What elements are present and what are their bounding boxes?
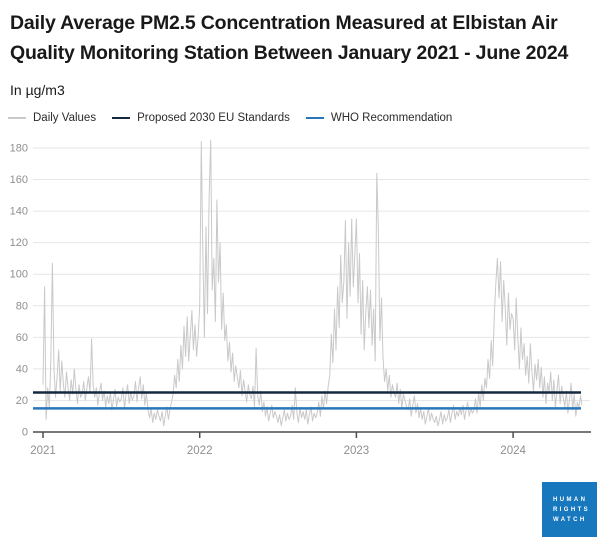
x-axis-tick-label: 2022 xyxy=(187,445,213,457)
chart-plot-area: 0 20 40 60 80 100 120 140 160 180 2021 2022 2023 2024 xyxy=(0,130,601,470)
x-axis-tick-label: 2021 xyxy=(30,445,56,457)
legend-label: Daily Values xyxy=(33,112,97,124)
human-rights-watch-logo: HUMAN RIGHTS WATCH xyxy=(542,482,597,537)
legend-item-daily-values: Daily Values xyxy=(8,112,96,124)
y-axis-tick-label: 0 xyxy=(22,427,28,439)
x-axis-tick-label: 2024 xyxy=(500,445,526,457)
legend-label: Proposed 2030 EU Standards xyxy=(137,112,290,124)
y-axis-tick-label: 180 xyxy=(10,142,28,154)
chart-title: Daily Average PM2.5 Concentration Measur… xyxy=(10,12,569,64)
x-axis-tick-label: 2023 xyxy=(344,445,370,457)
daily-values-series-line xyxy=(42,139,583,427)
daily-values-line-swatch-icon xyxy=(8,117,26,119)
y-axis-tick-label: 60 xyxy=(16,332,28,344)
y-axis-tick-label: 140 xyxy=(10,206,28,218)
y-axis-tick-label: 100 xyxy=(10,269,28,281)
y-axis-tick-label: 160 xyxy=(10,174,28,186)
eu-standards-line-swatch-icon xyxy=(112,117,131,119)
chart-legend: Daily Values Proposed 2030 EU Standards … xyxy=(8,112,452,124)
logo-word: HUMAN xyxy=(553,497,588,503)
legend-label: WHO Recommendation xyxy=(330,112,453,124)
legend-item-who-recommendation: WHO Recommendation xyxy=(305,112,453,124)
y-axis-tick-label: 40 xyxy=(16,363,28,375)
who-recommendation-line-swatch-icon xyxy=(305,117,324,119)
legend-item-eu-standards: Proposed 2030 EU Standards xyxy=(112,112,290,124)
y-axis-tick-label: 80 xyxy=(16,300,28,312)
chart-subtitle: In µg/m3 xyxy=(10,82,65,98)
chart-svg: 0 20 40 60 80 100 120 140 160 180 2021 2022 2023 2024 xyxy=(10,139,591,457)
y-axis-tick-label: 120 xyxy=(10,237,28,249)
logo-word: RIGHTS xyxy=(553,507,591,513)
logo-word: WATCH xyxy=(553,517,587,523)
y-axis-tick-label: 20 xyxy=(16,395,28,407)
